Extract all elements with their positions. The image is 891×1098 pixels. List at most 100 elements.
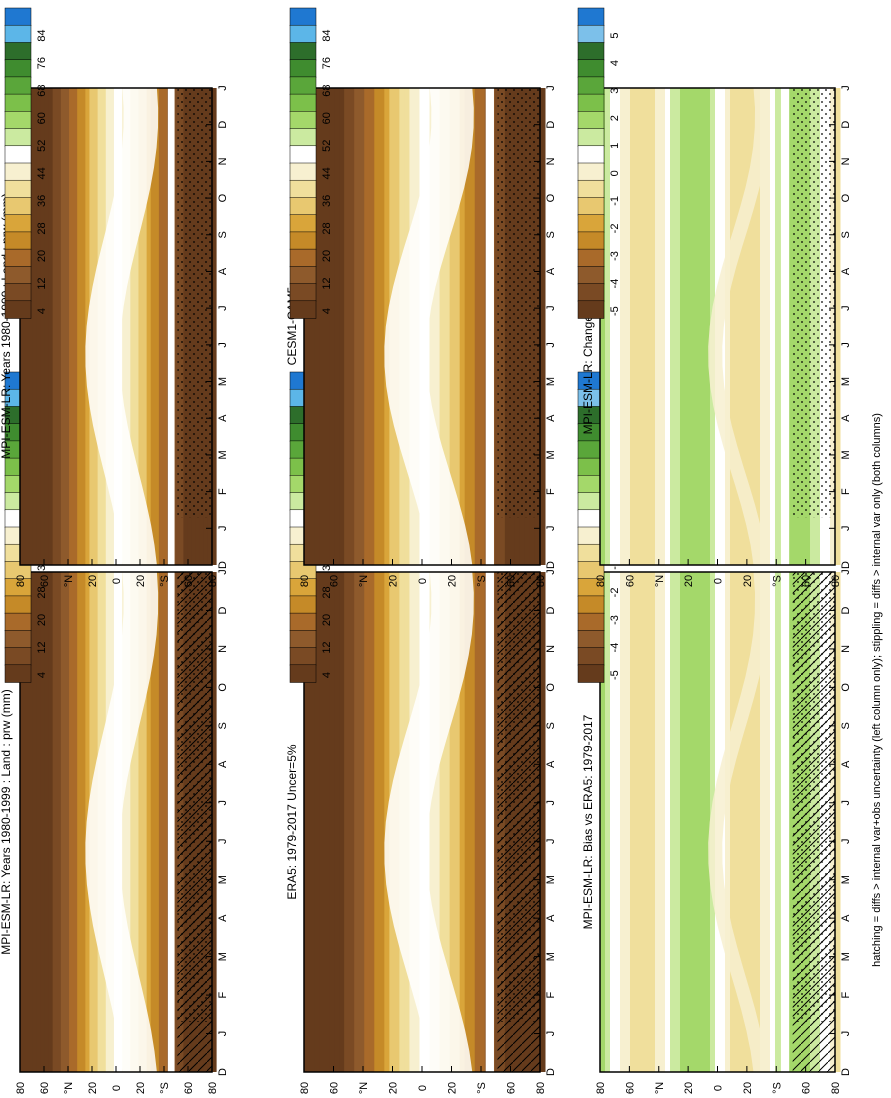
heat-cell (28, 572, 33, 1072)
heat-cell (374, 88, 380, 565)
heat-cell (439, 88, 446, 565)
heat-cell (309, 88, 315, 565)
heat-cell (469, 572, 476, 1072)
x-tick-label: J (217, 838, 229, 844)
x-tick-label: J (545, 838, 557, 844)
heat-cell (329, 88, 335, 565)
heat-cell (434, 572, 441, 1072)
heat-cell (142, 88, 148, 565)
colorbar-label: 44 (36, 167, 48, 179)
heat-cell (69, 88, 74, 565)
colorbar-swatch (4, 283, 32, 302)
heat-cell (695, 572, 701, 1072)
x-tick-label: J (840, 85, 852, 91)
colorbar-swatch (577, 7, 605, 26)
colorbar-swatch (4, 93, 32, 113)
colorbar-swatch (4, 630, 32, 649)
colorbar-swatch (289, 231, 317, 250)
x-tick-label: M (217, 952, 229, 961)
colorbar-label: 28 (321, 222, 333, 234)
season-band (85, 572, 159, 1072)
heat-cell (48, 572, 54, 1072)
heat-cell (146, 88, 152, 565)
heat-cell (354, 572, 360, 1072)
colorbar-swatch (577, 197, 605, 216)
x-tick-label: F (217, 991, 229, 998)
season-band (85, 88, 159, 565)
heat-cell (364, 572, 370, 1072)
x-tick-label: A (840, 760, 852, 768)
heat-cell (775, 572, 781, 1072)
colorbar-label: 60 (321, 112, 333, 124)
heat-cell (344, 572, 350, 1072)
colorbar-swatch (4, 76, 32, 95)
x-tick-label: J (840, 526, 852, 532)
x-tick-label: A (217, 914, 229, 922)
heat-cell (685, 88, 691, 565)
heat-cell (670, 88, 676, 565)
x-tick-label: A (840, 414, 852, 422)
colorbar-swatch (289, 179, 317, 199)
x-tick-label: D (840, 1068, 852, 1076)
heat-cell (640, 88, 646, 565)
x-tick-label: N (840, 157, 852, 165)
heat-cell (379, 88, 385, 565)
y-tick-label: 0 (111, 578, 123, 584)
season-band (384, 572, 474, 1072)
colorbar-swatch (4, 111, 32, 130)
heat-cell (765, 572, 771, 1072)
y-tick-label: °S (159, 575, 171, 587)
y-tick-label: 80 (15, 1082, 27, 1094)
heat-cell (364, 88, 370, 565)
heat-cell (334, 572, 340, 1072)
stippling-overlay (177, 572, 212, 1022)
missing-band (780, 572, 790, 1072)
heat-cell (755, 572, 761, 1072)
x-tick-label: D (545, 606, 557, 614)
heat-cell (158, 88, 164, 565)
heat-cell (650, 572, 656, 1072)
heat-cell (32, 572, 37, 1072)
heat-cell (605, 88, 611, 565)
colorbar-swatch (4, 647, 32, 666)
y-tick-label: 60 (624, 575, 636, 587)
x-tick-label: O (840, 683, 852, 692)
colorbar-label: -4 (609, 643, 621, 653)
y-tick-label: 80 (535, 1082, 547, 1094)
y-tick-label: 60 (39, 1082, 51, 1094)
x-tick-label: M (545, 952, 557, 961)
heat-cell (40, 572, 46, 1072)
colorbar-swatch (289, 664, 317, 683)
y-tick-label: 20 (135, 575, 147, 587)
x-tick-label: J (840, 305, 852, 311)
y-tick-label: 80 (207, 575, 219, 587)
heat-cell (130, 572, 135, 1072)
x-tick-label: N (217, 157, 229, 165)
y-tick-label: 80 (299, 1082, 311, 1094)
x-tick-label: A (217, 760, 229, 768)
heat-cell (24, 88, 29, 565)
heat-cell (610, 88, 616, 565)
heat-cell (680, 88, 686, 565)
x-tick-label: A (217, 414, 229, 422)
heat-cell (760, 88, 766, 565)
colorbar-swatch (577, 111, 605, 130)
colorbar-swatch (577, 647, 605, 666)
colorbar-swatch (577, 664, 605, 683)
x-tick-label: F (217, 488, 229, 495)
x-tick-label: J (217, 569, 229, 575)
y-tick-label: 0 (417, 578, 429, 584)
y-tick-label: 20 (87, 575, 99, 587)
x-tick-label: A (840, 914, 852, 922)
colorbar-swatch (289, 197, 317, 216)
heat-cell (324, 88, 330, 565)
heat-cell (334, 88, 340, 565)
y-tick-label: 80 (299, 575, 311, 587)
heat-cell (444, 572, 451, 1072)
heat-cell (700, 572, 706, 1072)
heat-cell (359, 88, 365, 565)
heat-cell (122, 572, 127, 1072)
y-tick-label: °S (771, 1082, 783, 1094)
y-tick-label: 60 (801, 575, 813, 587)
heat-cell (369, 88, 375, 565)
